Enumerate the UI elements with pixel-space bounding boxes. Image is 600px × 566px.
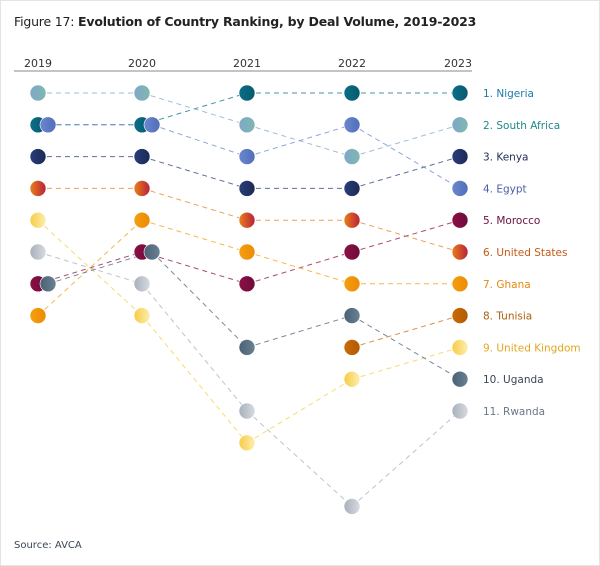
series-line-uganda <box>246 315 353 348</box>
data-point-ghana <box>133 211 151 229</box>
series-label-uganda: 10. Uganda <box>483 374 544 386</box>
series-line-kenya <box>351 156 461 189</box>
data-point-united-states <box>238 211 256 229</box>
series-line-egypt <box>246 124 353 158</box>
data-point-rwanda <box>343 498 361 515</box>
data-point-egypt <box>238 148 256 165</box>
data-point-united-kingdom <box>451 339 469 356</box>
data-point-rwanda <box>451 402 469 420</box>
x-tick-label: 2021 <box>233 57 261 70</box>
series-line-united-kingdom <box>351 346 461 380</box>
data-point-egypt <box>343 116 361 134</box>
source-note: Source: AVCA <box>14 540 82 551</box>
series-line-uganda <box>151 251 248 348</box>
data-point-kenya <box>238 180 256 197</box>
series-label-kenya: 3. Kenya <box>483 152 528 164</box>
data-point-tunisia <box>343 339 361 356</box>
data-point-kenya <box>451 148 469 165</box>
data-point-united-kingdom <box>29 211 47 229</box>
data-point-united-states <box>451 243 469 261</box>
data-point-ghana <box>343 275 361 293</box>
data-point-morocco <box>238 275 256 293</box>
data-point-uganda <box>39 275 57 293</box>
series-line-ghana <box>37 219 143 316</box>
series-line-egypt <box>351 124 461 189</box>
data-point-kenya <box>343 180 361 197</box>
data-point-rwanda <box>133 275 151 293</box>
data-point-united-kingdom <box>133 307 151 324</box>
data-point-morocco <box>343 243 361 261</box>
data-point-united-states <box>29 180 47 197</box>
series-label-morocco: 5. Morocco <box>483 215 540 227</box>
data-point-rwanda <box>29 243 47 261</box>
data-point-egypt <box>143 116 161 134</box>
figure-title-text: Evolution of Country Ranking, by Deal Vo… <box>78 14 477 29</box>
series-line-uganda <box>351 315 461 380</box>
data-point-south-africa <box>343 148 361 165</box>
series-line-united-states <box>351 219 461 253</box>
data-point-uganda <box>238 339 256 356</box>
series-line-united-states <box>141 187 248 221</box>
series-label-ghana: 7. Ghana <box>483 279 531 291</box>
data-point-ghana <box>29 307 47 324</box>
series-line-ghana <box>246 251 353 285</box>
data-point-united-states <box>343 211 361 229</box>
series-line-egypt <box>151 124 248 158</box>
series-label-nigeria: 1. Nigeria <box>483 88 534 100</box>
series-label-tunisia: 8. Tunisia <box>483 311 532 323</box>
series-line-united-kingdom <box>141 315 248 444</box>
series-line-uganda <box>47 251 153 285</box>
series-line-morocco <box>141 251 248 285</box>
data-point-south-africa <box>451 116 469 134</box>
data-point-morocco <box>451 211 469 229</box>
x-tick-label: 2020 <box>128 57 156 70</box>
data-point-kenya <box>29 148 47 165</box>
x-tick-label: 2019 <box>24 57 52 70</box>
data-point-south-africa <box>29 84 47 102</box>
series-label-rwanda: 11. Rwanda <box>483 406 545 418</box>
series-points <box>29 84 469 515</box>
x-tick-label: 2023 <box>444 57 472 70</box>
series-label-united-states: 6. United States <box>483 247 567 259</box>
data-point-south-africa <box>238 116 256 134</box>
data-point-egypt <box>39 116 57 134</box>
data-point-uganda <box>143 243 161 261</box>
data-point-tunisia <box>451 307 469 324</box>
series-line-tunisia <box>351 315 461 348</box>
series-line-south-africa <box>351 124 461 158</box>
data-point-united-states <box>133 180 151 197</box>
x-tick-label: 2022 <box>338 57 366 70</box>
data-point-uganda <box>451 370 469 388</box>
x-axis: 2019 2020 2021 2022 2023 <box>14 57 472 72</box>
series-line-kenya <box>141 156 248 189</box>
data-point-united-kingdom <box>238 434 256 452</box>
series-labels: 1. Nigeria 2. South Africa 3. Kenya 4. Egyp… <box>483 88 581 418</box>
figure-prefix: Figure 17: <box>14 14 79 29</box>
series-label-egypt: 4. Egypt <box>483 183 527 195</box>
data-point-south-africa <box>133 84 151 102</box>
data-point-kenya <box>133 148 151 165</box>
series-line-united-kingdom <box>37 219 143 316</box>
series-line-ghana <box>141 219 248 253</box>
data-point-ghana <box>238 243 256 261</box>
figure-title: Figure 17: Evolution of Country Ranking,… <box>14 14 476 29</box>
data-point-uganda <box>343 307 361 324</box>
series-line-united-kingdom <box>246 378 353 444</box>
series-line-rwanda <box>246 410 353 507</box>
series-line-south-africa <box>141 92 248 126</box>
data-point-nigeria <box>451 84 469 102</box>
data-point-ghana <box>451 275 469 293</box>
series-line-rwanda <box>37 251 143 285</box>
data-point-nigeria <box>343 84 361 102</box>
data-point-egypt <box>451 180 469 197</box>
series-label-south-africa: 2. South Africa <box>483 120 560 132</box>
data-point-rwanda <box>238 402 256 420</box>
data-point-nigeria <box>238 84 256 102</box>
series-line-rwanda <box>351 410 461 507</box>
series-label-united-kingdom: 9. United Kingdom <box>483 342 581 354</box>
data-point-united-kingdom <box>343 370 361 388</box>
series-line-rwanda <box>141 283 248 412</box>
series-lines <box>37 92 461 507</box>
